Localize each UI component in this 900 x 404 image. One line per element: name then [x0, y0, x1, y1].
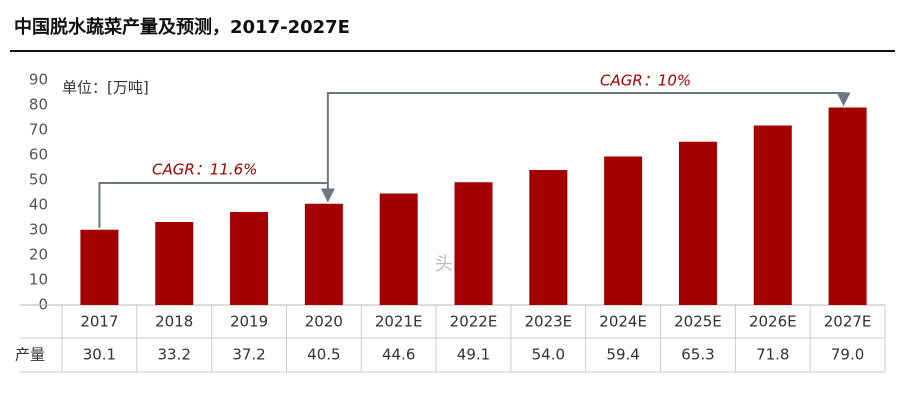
x-tick-label: 2025E	[674, 313, 722, 331]
x-tick-label: 2024E	[599, 313, 647, 331]
table-value: 44.6	[382, 346, 415, 364]
unit-label: 单位：[万吨]	[62, 79, 149, 97]
table-value: 40.5	[307, 346, 340, 364]
annotation: CAGR：11.6%	[152, 161, 257, 179]
x-tick-label: 2018	[155, 313, 193, 331]
bar	[454, 182, 493, 305]
annotation: CAGR：10%	[600, 72, 691, 90]
x-tick-label: 2027E	[824, 313, 872, 331]
table-value: 79.0	[831, 346, 864, 364]
bar	[828, 107, 867, 305]
bar	[304, 203, 343, 305]
y-tick-label: 20	[29, 246, 48, 264]
table-value: 59.4	[606, 346, 639, 364]
table-value: 30.1	[83, 346, 116, 364]
bar	[753, 125, 792, 305]
table-value: 33.2	[158, 346, 191, 364]
x-tick-label: 2017	[80, 313, 118, 331]
x-tick-label: 2026E	[749, 313, 797, 331]
bar	[230, 212, 269, 305]
bar	[155, 222, 194, 305]
table-value: 54.0	[532, 346, 565, 364]
x-tick-label: 2020	[305, 313, 343, 331]
y-tick-label: 70	[29, 121, 48, 139]
y-tick-label: 50	[29, 171, 48, 189]
y-tick-label: 60	[29, 146, 48, 164]
y-tick-label: 90	[29, 71, 48, 89]
x-tick-label: 2023E	[524, 313, 572, 331]
y-tick-label: 10	[29, 271, 48, 289]
y-tick-label: 80	[29, 96, 48, 114]
bar	[379, 193, 418, 305]
cagr-arrow	[98, 182, 335, 228]
table-value: 71.8	[756, 346, 789, 364]
y-tick-label: 30	[29, 221, 48, 239]
table-value: 49.1	[457, 346, 490, 364]
bar	[678, 141, 717, 305]
x-tick-label: 2019	[230, 313, 268, 331]
x-tick-label: 2021E	[375, 313, 423, 331]
bar	[529, 170, 568, 305]
cagr-arrow	[326, 92, 851, 183]
x-tick-label: 2022E	[450, 313, 498, 331]
table-row-label: 产量	[15, 346, 45, 364]
bar	[604, 156, 643, 305]
y-tick-label: 40	[29, 196, 48, 214]
chart-title: 中国脱水蔬菜产量及预测，2017-2027E	[14, 16, 350, 38]
table-value: 65.3	[681, 346, 714, 364]
table-value: 37.2	[232, 346, 265, 364]
bar	[80, 229, 119, 305]
